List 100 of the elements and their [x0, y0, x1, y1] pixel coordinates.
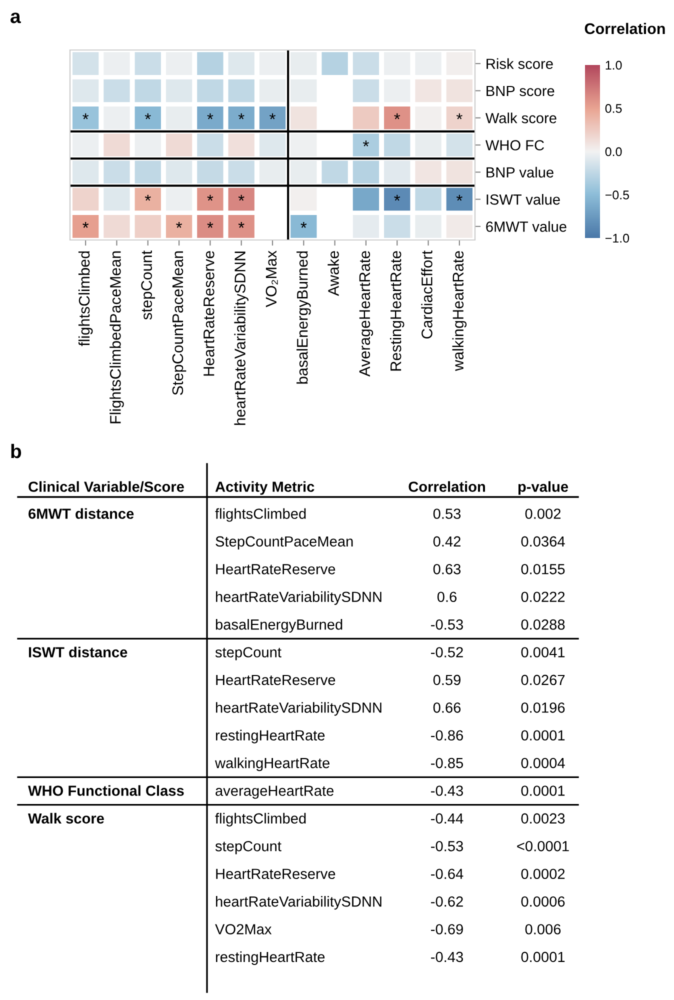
text: -0.69: [431, 924, 463, 934]
data-label: *: [394, 194, 400, 201]
text: HeartRateReserve: [216, 868, 336, 880]
text: Correlation: [408, 481, 485, 492]
text: HeartRateReserve: [216, 674, 336, 686]
data-label: *: [144, 194, 151, 201]
text: <0.0001: [517, 840, 569, 852]
text: 0.0196: [521, 702, 565, 713]
y-tick-label: ISWT value: [486, 194, 560, 205]
text: b: [11, 444, 22, 458]
text: -0.44: [431, 813, 464, 824]
text: restingHeartRate: [216, 951, 325, 965]
text: -0.53: [431, 840, 463, 852]
text: 0.53: [433, 508, 461, 519]
x-tick-label: StepCountPaceMean: [172, 251, 186, 395]
text: 0.66: [433, 702, 461, 713]
color-bar-label: 0.0: [605, 147, 622, 156]
data-label: *: [238, 222, 244, 228]
text: 0.0364: [521, 536, 565, 547]
text: 0.0006: [521, 896, 565, 907]
data-label: *: [207, 113, 214, 120]
text: basalEnergyBurned: [216, 619, 342, 633]
data-label: *: [394, 113, 400, 120]
x-tick-label: HeartRateReserve: [204, 251, 214, 376]
data-label: *: [82, 222, 89, 228]
text: 0.0267: [521, 674, 565, 686]
color-bar-label: 1.0: [606, 60, 622, 70]
text: 0.63: [433, 564, 461, 574]
text: 0.0001: [521, 730, 565, 741]
text: 0.0001: [521, 952, 565, 962]
text: -0.53: [431, 619, 463, 630]
x-tick-label: heartRateVariabilitySDNN: [234, 252, 248, 425]
text: WHO Functional Class: [28, 785, 184, 796]
text: restingHeartRate: [216, 730, 325, 744]
x-tick-label: Awake: [328, 251, 339, 296]
data-label: *: [207, 194, 214, 201]
data-label: *: [238, 113, 244, 120]
text: Clinical Variable/Score: [28, 481, 184, 492]
text: 6MWT distance: [28, 508, 134, 519]
x-tick-label: walkingHeartRate: [452, 251, 467, 372]
data-label: *: [144, 113, 151, 120]
text: walkingHeartRate: [214, 758, 330, 772]
text: Activity Metric: [215, 481, 314, 495]
text: 0.0002: [521, 868, 565, 880]
data-label: *: [456, 194, 462, 201]
data-label: *: [300, 222, 307, 228]
text: 0.0222: [521, 592, 565, 602]
text: VO2Max: [215, 924, 272, 934]
chart-title: a: [10, 12, 21, 24]
data-label: *: [270, 113, 276, 120]
data-label: *: [176, 222, 182, 228]
text: averageHeartRate: [216, 786, 334, 799]
color-bar-label: 0.5: [605, 104, 622, 113]
y-tick-label: Walk score: [485, 112, 556, 124]
text: stepCount: [215, 647, 282, 660]
x-tick-label: stepCount: [141, 250, 156, 320]
x-tick-label: CardiacEffort: [421, 250, 432, 339]
color-bar-title: Correlation: [584, 22, 665, 34]
data-label: *: [456, 113, 462, 120]
text: 0.006: [525, 924, 561, 934]
text: -0.62: [431, 896, 463, 907]
text: 0.42: [433, 536, 460, 547]
text: 0.0041: [521, 647, 565, 658]
data-label: *: [82, 113, 89, 120]
y-tick-label: WHO FC: [485, 140, 544, 150]
text: 0.0288: [521, 619, 565, 630]
text: heartRateVariabilitySDNN: [216, 896, 382, 910]
data-label: *: [362, 140, 369, 146]
x-tick-label: AverageHeartRate: [359, 251, 374, 377]
text: -0.85: [431, 758, 464, 768]
text: stepCount: [215, 840, 282, 854]
y-tick-label: BNP score: [486, 86, 554, 96]
text: StepCountPaceMean: [216, 536, 353, 550]
x-tick-label: flightsClimbed: [78, 251, 93, 346]
data-label: *: [238, 194, 244, 201]
x-tick-label: RestingHeartRate: [390, 251, 404, 371]
x-tick-label: basalEnergyBurned: [296, 251, 311, 384]
color-bar-label: −0.5: [605, 190, 630, 200]
text: flightsClimbed: [215, 508, 306, 522]
text: flightsClimbed: [215, 812, 306, 826]
text: HeartRateReserve: [216, 564, 336, 574]
text: ISWT distance: [28, 646, 128, 658]
x-tick-label: VO₂Max: [266, 250, 278, 308]
text: -0.52: [431, 647, 463, 658]
text: 0.6: [437, 592, 456, 602]
text: 0.0155: [521, 564, 565, 574]
text: -0.64: [431, 868, 464, 880]
text: 0.0001: [521, 786, 565, 796]
text: heartRateVariabilitySDNN: [216, 702, 382, 716]
y-tick-label: Risk score: [486, 58, 553, 69]
text: Walk score: [28, 812, 104, 824]
text: 0.002: [525, 508, 561, 519]
data-label: *: [207, 222, 214, 228]
x-tick-label: FlightsClimbedPaceMean: [110, 251, 124, 424]
text: 0.59: [433, 674, 460, 686]
text: heartRateVariabilitySDNN: [216, 591, 382, 605]
y-tick-label: 6MWT value: [486, 221, 566, 232]
text: 0.0023: [521, 813, 565, 824]
text: -0.43: [431, 952, 463, 962]
text: 0.0004: [521, 758, 565, 768]
